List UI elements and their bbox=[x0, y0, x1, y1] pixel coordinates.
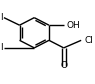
Text: OH: OH bbox=[67, 21, 81, 30]
Text: I: I bbox=[0, 43, 3, 52]
Text: Cl: Cl bbox=[84, 36, 93, 45]
Text: O: O bbox=[60, 61, 67, 70]
Text: I: I bbox=[0, 13, 3, 22]
